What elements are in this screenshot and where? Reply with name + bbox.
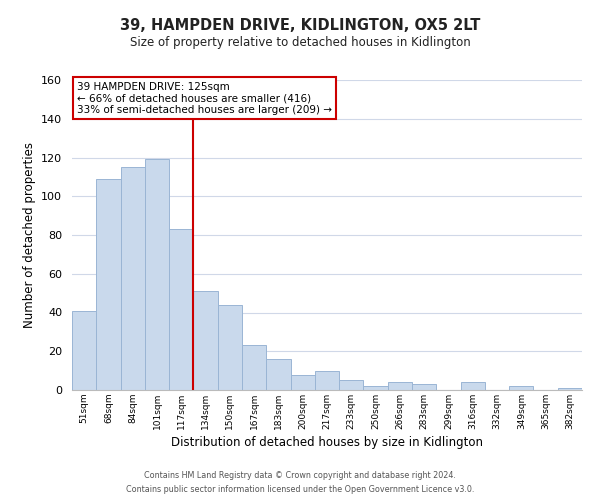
Bar	[72, 310, 96, 390]
Bar	[218, 304, 242, 390]
Bar	[169, 229, 193, 390]
Bar	[388, 382, 412, 390]
Bar	[242, 346, 266, 390]
Text: Contains HM Land Registry data © Crown copyright and database right 2024.
Contai: Contains HM Land Registry data © Crown c…	[126, 472, 474, 494]
Bar	[558, 388, 582, 390]
Bar	[290, 374, 315, 390]
Bar	[461, 382, 485, 390]
Text: 39, HAMPDEN DRIVE, KIDLINGTON, OX5 2LT: 39, HAMPDEN DRIVE, KIDLINGTON, OX5 2LT	[120, 18, 480, 32]
Bar	[364, 386, 388, 390]
Bar	[266, 359, 290, 390]
Bar	[96, 179, 121, 390]
Bar	[121, 167, 145, 390]
Text: Size of property relative to detached houses in Kidlington: Size of property relative to detached ho…	[130, 36, 470, 49]
Bar	[315, 370, 339, 390]
Y-axis label: Number of detached properties: Number of detached properties	[23, 142, 35, 328]
Bar	[509, 386, 533, 390]
Bar	[193, 291, 218, 390]
X-axis label: Distribution of detached houses by size in Kidlington: Distribution of detached houses by size …	[171, 436, 483, 449]
Bar	[145, 160, 169, 390]
Text: 39 HAMPDEN DRIVE: 125sqm
← 66% of detached houses are smaller (416)
33% of semi-: 39 HAMPDEN DRIVE: 125sqm ← 66% of detach…	[77, 82, 332, 115]
Bar	[412, 384, 436, 390]
Bar	[339, 380, 364, 390]
